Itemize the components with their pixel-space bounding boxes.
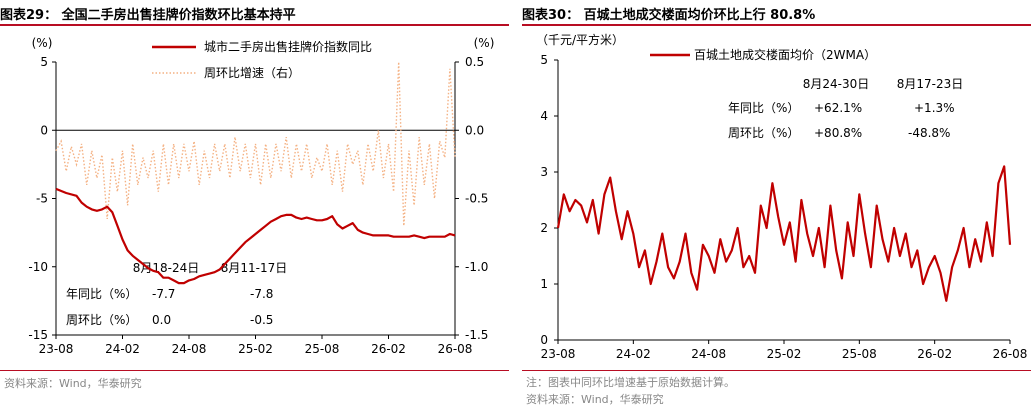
right-table-row2-v1: +80.8% (814, 126, 862, 140)
left-y-axis-unit: (%) (32, 36, 53, 50)
left-chart-svg: (%) (%) 城市二手房出售挂牌价指数同比 周环比增速（右） 8月18-24日… (28, 36, 495, 356)
right-table-row1-label: 年同比（%） (728, 101, 799, 115)
right-y-axis-unit: (%) (474, 36, 495, 50)
y2-tick-label: -0.5 (465, 192, 488, 206)
y2-tick-label: -1.5 (465, 328, 488, 342)
y-tick-label: 1 (540, 277, 548, 291)
x-tick-label: 25-02 (238, 342, 273, 356)
left-title-rule (0, 24, 509, 26)
x-tick-label: 23-08 (39, 342, 74, 356)
left-chart-panel: 图表29： 全国二手房出售挂牌价指数环比基本持平 (%) (%) 城市二手房出售… (0, 0, 515, 403)
x-tick-label: 24-02 (105, 342, 140, 356)
right-y-axis-unit: （千元/平方米） (536, 32, 624, 47)
x-tick-label: 26-02 (371, 342, 406, 356)
left-table-row2-v2: -0.5 (250, 313, 273, 327)
x-tick-label: 24-02 (616, 347, 651, 361)
y-tick-label: 0 (540, 333, 548, 347)
y-tick-label: 2 (540, 221, 548, 235)
series-line-land-price (556, 165, 1012, 302)
left-source-note: 资料来源：Wind，华泰研究 (4, 377, 142, 390)
x-tick-label: 23-08 (541, 347, 576, 361)
y-tick-label: -5 (36, 192, 48, 206)
left-table-col1: 8月18-24日 (133, 261, 200, 275)
legend-label-main: 城市二手房出售挂牌价指数同比 (204, 39, 372, 54)
legend-label-dotted: 周环比增速（右） (204, 65, 300, 80)
left-bottom-rule (0, 370, 509, 371)
right-title-rule (522, 24, 1031, 26)
x-tick-label: 24-08 (172, 342, 207, 356)
y-tick-label: 0 (40, 123, 48, 137)
right-table-row2-v2: -48.8% (908, 126, 950, 140)
legend-label-land-price: 百城土地成交楼面均价（2WMA） (694, 47, 876, 62)
right-note-2: 资料来源：Wind，华泰研究 (526, 393, 664, 406)
right-table-row1-v2: +1.3% (914, 101, 955, 115)
y-tick-label: 3 (540, 165, 548, 179)
left-table-row1-v1: -7.7 (152, 287, 175, 301)
right-table-row1-v1: +62.1% (814, 101, 862, 115)
right-table-col1: 8月24-30日 (803, 77, 870, 91)
series-line-listing-price-yoy (55, 187, 456, 285)
right-note-1: 注：图表中同环比增速基于原始数据计算。 (526, 376, 735, 389)
right-chart-panel: 图表30： 百城土地成交楼面均价环比上行 80.8% （千元/平方米） 百城土地… (522, 0, 1031, 406)
x-tick-label: 25-08 (842, 347, 877, 361)
x-tick-label: 25-02 (767, 347, 802, 361)
x-tick-label: 24-08 (691, 347, 726, 361)
y-tick-label: 4 (540, 109, 548, 123)
left-figure-title: 图表29： 全国二手房出售挂牌价指数环比基本持平 (0, 8, 296, 23)
left-table-row1-v2: -7.8 (250, 287, 273, 301)
x-tick-label: 26-08 (438, 342, 473, 356)
y-tick-label: -10 (28, 260, 48, 274)
x-tick-label: 25-08 (305, 342, 340, 356)
left-table-row1-label: 年同比（%） (66, 287, 137, 301)
right-bottom-rule (522, 370, 1031, 371)
left-table-row2-label: 周环比（%） (66, 313, 137, 327)
y2-tick-label: -1.0 (465, 260, 488, 274)
y2-tick-label: 0.0 (465, 123, 484, 137)
y-tick-label: -15 (28, 328, 48, 342)
series-line-weekly-change (55, 61, 456, 226)
right-table-col2: 8月17-23日 (897, 77, 964, 91)
left-table-col2: 8月11-17日 (221, 261, 288, 275)
right-chart-svg: （千元/平方米） 百城土地成交楼面均价（2WMA） 8月24-30日 8月17-… (536, 32, 1028, 361)
x-tick-label: 26-02 (917, 347, 952, 361)
y-tick-label: 5 (540, 53, 548, 67)
y2-tick-label: 0.5 (465, 55, 484, 69)
left-table-row2-v1: 0.0 (152, 313, 171, 327)
x-tick-label: 26-08 (993, 347, 1028, 361)
right-table-row2-label: 周环比（%） (728, 126, 799, 140)
y-tick-label: 5 (40, 55, 48, 69)
right-figure-title: 图表30： 百城土地成交楼面均价环比上行 80.8% (522, 8, 816, 23)
